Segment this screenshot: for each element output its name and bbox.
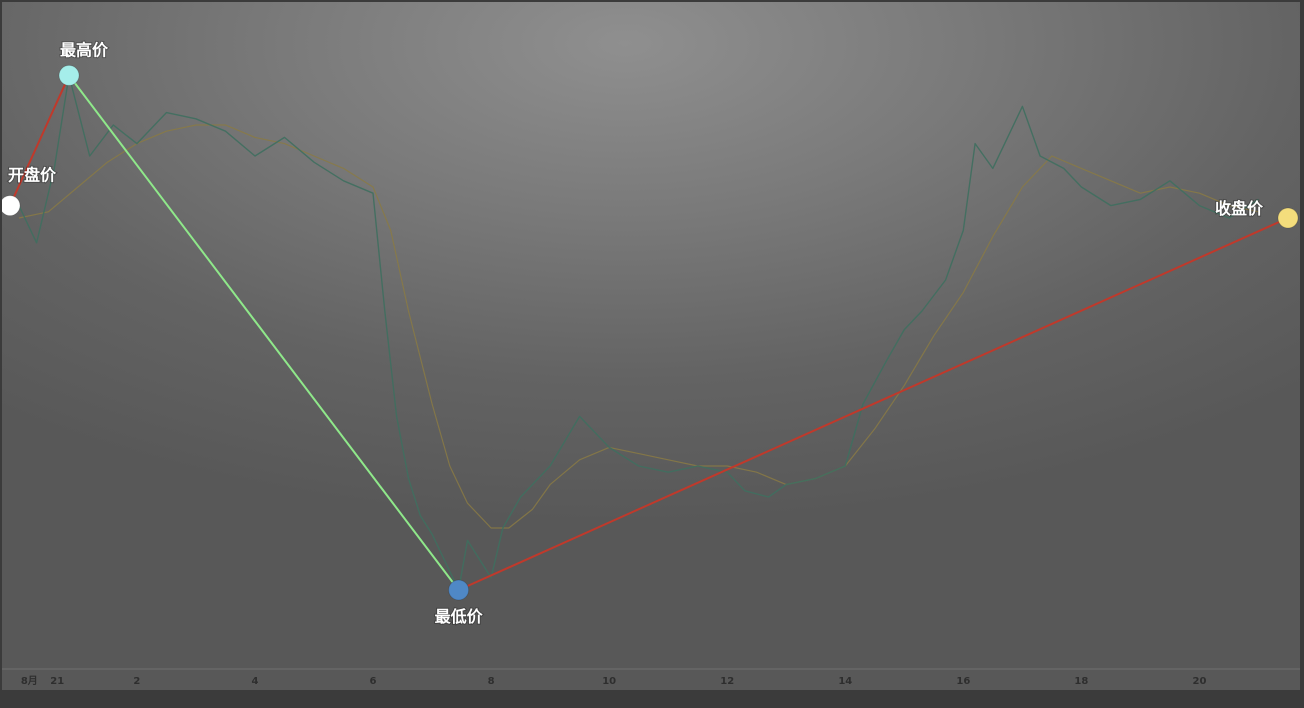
x-axis: 8月 21 2 4 6 8 10 12 14 16 18 20 — [2, 668, 1300, 687]
price-line — [18, 74, 1259, 591]
close-point-label: 收盘价 — [1215, 199, 1264, 218]
x-tick-label: 10 — [602, 676, 616, 687]
chart-plot-area: 8月 21 2 4 6 8 10 12 14 16 18 20 开盘价 最高价最低价 收盘价 — [2, 2, 1300, 690]
moving-average-series — [18, 124, 1259, 529]
key-point-connectors — [9, 74, 1289, 591]
x-tick-label: 8月 — [21, 675, 38, 687]
x-tick-label: 20 — [1192, 676, 1206, 687]
open-point-label: 开盘价 — [8, 166, 57, 185]
low-point-marker — [448, 579, 470, 601]
x-tick-label: 16 — [956, 676, 970, 687]
low-point-label: 最低价 — [435, 607, 484, 626]
moving-average-line — [18, 124, 1259, 529]
x-tick-label: 2 — [133, 676, 140, 687]
key-points — [2, 64, 1299, 601]
x-tick-label: 12 — [720, 676, 734, 687]
x-tick-label: 4 — [251, 676, 258, 687]
x-tick-label: 8 — [488, 676, 495, 687]
high-point-marker — [58, 64, 80, 86]
close-point-marker — [1277, 207, 1299, 229]
high-point-label: 最高价 — [60, 40, 109, 59]
x-tick-label: 14 — [838, 676, 852, 687]
x-tick-label: 18 — [1074, 676, 1088, 687]
open-point-marker — [2, 195, 21, 217]
connector-low-close — [458, 217, 1289, 591]
connector-high-low — [68, 74, 460, 591]
x-tick-label: 6 — [370, 676, 377, 687]
connector-open-high — [9, 74, 70, 207]
price-series — [18, 74, 1259, 591]
x-tick-label: 21 — [50, 676, 64, 687]
